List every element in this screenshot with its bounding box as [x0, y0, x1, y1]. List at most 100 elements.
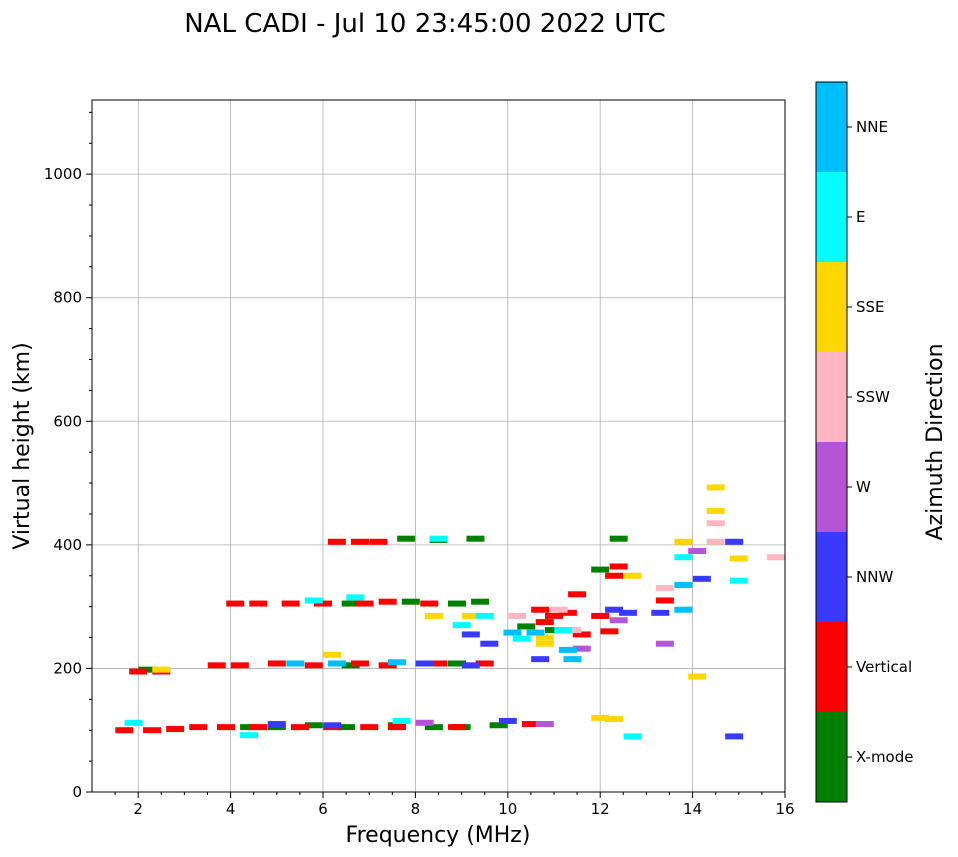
data-point — [378, 662, 397, 669]
data-point — [226, 600, 245, 607]
colorbar-tick-label: E — [856, 208, 865, 226]
y-tick-label: 800 — [53, 289, 82, 307]
x-tick-label: 10 — [498, 800, 517, 818]
data-point — [420, 600, 439, 607]
data-point — [498, 717, 517, 724]
data-point — [429, 660, 448, 667]
data-point — [706, 538, 725, 545]
data-point — [415, 719, 434, 726]
data-point — [240, 724, 259, 731]
series-w — [415, 548, 707, 728]
colorbar-label: Azimuth Direction — [923, 343, 948, 540]
data-point — [281, 600, 300, 607]
data-point — [152, 666, 171, 673]
plot-frame — [91, 99, 786, 793]
series-nne — [286, 582, 693, 667]
data-point — [531, 656, 550, 663]
data-point — [688, 673, 707, 680]
data-point — [447, 600, 466, 607]
data-point — [341, 662, 360, 669]
data-point — [475, 612, 494, 619]
data-point — [304, 722, 323, 729]
series-e — [124, 535, 748, 740]
data-point — [572, 631, 591, 638]
data-point — [655, 585, 674, 592]
y-tick-label: 400 — [53, 536, 82, 554]
data-point — [397, 535, 416, 542]
y-tick-label: 600 — [53, 412, 82, 430]
data-point — [605, 572, 624, 579]
data-point — [327, 538, 346, 545]
x-axis-ticks: 2 4 6 8 10 12 14 16 — [114, 792, 795, 818]
data-point — [240, 732, 259, 739]
data-point — [729, 555, 748, 562]
data-point — [623, 733, 642, 740]
data-point — [323, 651, 342, 658]
x-tick-label: 8 — [411, 800, 421, 818]
data-point — [424, 612, 443, 619]
data-point — [545, 612, 563, 619]
data-point — [369, 538, 388, 545]
data-point — [350, 660, 369, 667]
data-point — [466, 535, 485, 542]
colorbar-tick-label: NNW — [856, 568, 893, 586]
data-point — [207, 662, 226, 669]
data-point — [286, 660, 305, 667]
colorbar-segment — [816, 262, 847, 352]
data-point — [387, 724, 406, 731]
data-point — [378, 598, 397, 605]
colorbar-tick-label: NNE — [856, 118, 888, 136]
data-point — [461, 662, 480, 669]
colorbar-tick-label: SSW — [856, 388, 890, 406]
data-point — [563, 627, 582, 634]
data-point — [360, 724, 379, 731]
data-point — [729, 577, 748, 584]
x-tick-label: 12 — [591, 800, 610, 818]
data-point — [447, 724, 466, 731]
data-point — [521, 721, 540, 728]
data-point — [189, 724, 208, 731]
data-point — [591, 612, 610, 619]
y-axis-ticks: 0 200 400 600 800 1000 — [44, 111, 92, 801]
data-point — [392, 717, 411, 724]
data-point — [503, 629, 522, 636]
data-point — [535, 721, 554, 728]
data-point — [461, 612, 480, 619]
data-point — [267, 724, 286, 731]
data-marks — [115, 484, 785, 740]
data-point — [327, 660, 346, 667]
colorbar-frame — [815, 81, 848, 803]
data-point — [304, 662, 323, 669]
data-point — [341, 600, 360, 607]
data-point — [526, 629, 545, 636]
data-point — [304, 597, 323, 604]
data-point — [508, 612, 527, 619]
data-point — [489, 722, 508, 729]
x-tick-label: 2 — [133, 800, 143, 818]
data-point — [452, 622, 471, 629]
x-tick-label: 14 — [683, 800, 702, 818]
data-point — [124, 719, 143, 726]
data-point — [290, 724, 309, 731]
colorbar-segment — [816, 442, 847, 532]
data-point — [249, 724, 268, 731]
data-point — [267, 721, 286, 728]
x-tick-label: 6 — [318, 800, 328, 818]
data-point — [249, 600, 268, 607]
colorbar-segment — [816, 352, 847, 442]
y-tick-label: 0 — [72, 783, 82, 801]
data-point — [674, 582, 693, 589]
colorbar-tick-label: SSE — [856, 298, 885, 316]
data-point — [605, 606, 624, 613]
data-point — [350, 538, 369, 545]
data-point — [216, 724, 235, 731]
series-nnw — [267, 538, 744, 740]
data-point — [531, 606, 550, 613]
data-point — [618, 609, 637, 616]
data-point — [554, 627, 573, 634]
colorbar-segment — [816, 622, 847, 712]
data-point — [725, 538, 744, 545]
data-point — [558, 646, 577, 653]
data-point — [447, 660, 466, 667]
